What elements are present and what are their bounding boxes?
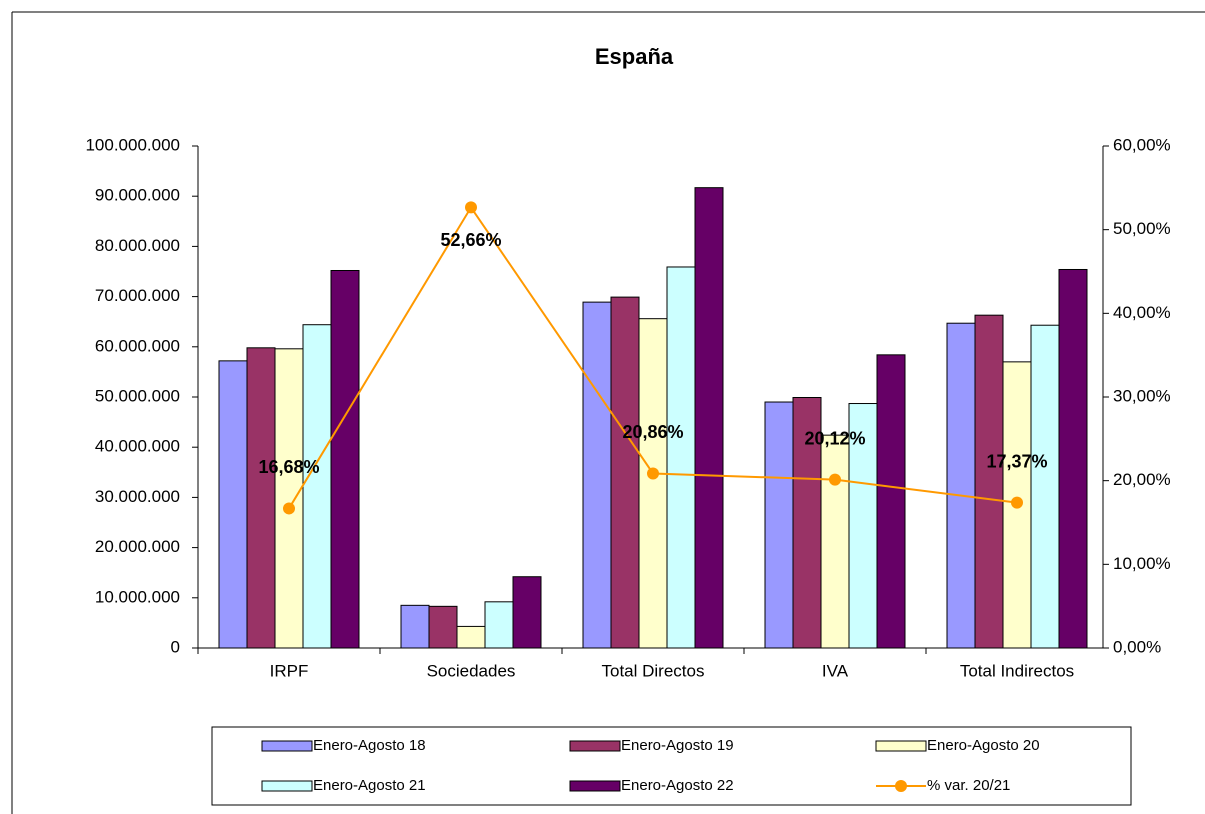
bar <box>876 354 906 649</box>
bar <box>610 296 640 649</box>
legend-swatch <box>875 740 927 752</box>
y-tick-label: 50.000.000 <box>95 386 180 405</box>
y-tick-label: 20.000.000 <box>95 537 180 556</box>
y-tick-label: 100.000.000 <box>85 135 180 154</box>
line-point <box>647 467 659 480</box>
bar <box>484 601 514 649</box>
bar <box>1058 268 1088 649</box>
bar <box>946 322 976 649</box>
bar <box>582 301 612 649</box>
legend-label: Enero-Agosto 18 <box>313 737 426 754</box>
bar <box>792 397 822 649</box>
bar <box>638 318 668 649</box>
bar <box>456 625 486 649</box>
y2-tick-label: 30,00% <box>1113 386 1171 405</box>
y-tick-label: 10.000.000 <box>95 587 180 606</box>
x-tick-label: Total Directos <box>602 661 705 680</box>
bar <box>820 434 850 649</box>
y2-tick-label: 10,00% <box>1113 554 1171 573</box>
x-tick-label: IVA <box>822 661 849 680</box>
y-tick-label: 70.000.000 <box>95 286 180 305</box>
legend-swatch <box>895 780 907 792</box>
line-point <box>829 473 841 486</box>
x-tick-label: Total Indirectos <box>960 661 1074 680</box>
legend-label: Enero-Agosto 21 <box>313 777 426 794</box>
bar <box>218 360 248 649</box>
legend-swatch <box>569 780 621 792</box>
legend-swatch <box>569 740 621 752</box>
data-label: 20,86% <box>622 422 683 442</box>
x-tick-label: IRPF <box>270 661 309 680</box>
y2-tick-label: 20,00% <box>1113 470 1171 489</box>
y-tick-label: 40.000.000 <box>95 437 180 456</box>
bar <box>694 187 724 649</box>
y2-tick-label: 50,00% <box>1113 219 1171 238</box>
line-point <box>465 201 477 214</box>
legend-label: Enero-Agosto 22 <box>621 777 734 794</box>
legend-label: Enero-Agosto 20 <box>927 737 1040 754</box>
legend <box>211 726 1132 806</box>
legend-label: Enero-Agosto 19 <box>621 737 734 754</box>
data-label: 20,12% <box>804 428 865 448</box>
bar <box>974 314 1004 649</box>
bar <box>1030 324 1060 649</box>
bar <box>512 576 542 649</box>
data-label: 16,68% <box>258 457 319 477</box>
y2-tick-label: 60,00% <box>1113 135 1171 154</box>
bar <box>764 401 794 649</box>
y-tick-label: 80.000.000 <box>95 236 180 255</box>
legend-swatch <box>261 780 313 792</box>
line-point <box>1011 496 1023 509</box>
bar <box>274 348 304 649</box>
legend-swatch <box>261 740 313 752</box>
bar <box>246 347 276 649</box>
y-tick-label: 90.000.000 <box>95 186 180 205</box>
y2-tick-label: 0,00% <box>1113 637 1161 656</box>
y-tick-label: 30.000.000 <box>95 487 180 506</box>
x-tick-label: Sociedades <box>427 661 516 680</box>
legend-label: % var. 20/21 <box>927 777 1010 794</box>
bar <box>400 604 430 649</box>
bar <box>302 324 332 649</box>
y2-tick-label: 40,00% <box>1113 303 1171 322</box>
data-label: 52,66% <box>440 230 501 250</box>
bar <box>848 403 878 649</box>
bar <box>330 269 360 649</box>
y-tick-label: 0 <box>171 637 180 656</box>
line-point <box>283 502 295 515</box>
data-label: 17,37% <box>986 451 1047 471</box>
bar <box>666 266 696 649</box>
y-tick-label: 60.000.000 <box>95 336 180 355</box>
bar <box>428 605 458 649</box>
chart-title: España <box>595 44 674 69</box>
